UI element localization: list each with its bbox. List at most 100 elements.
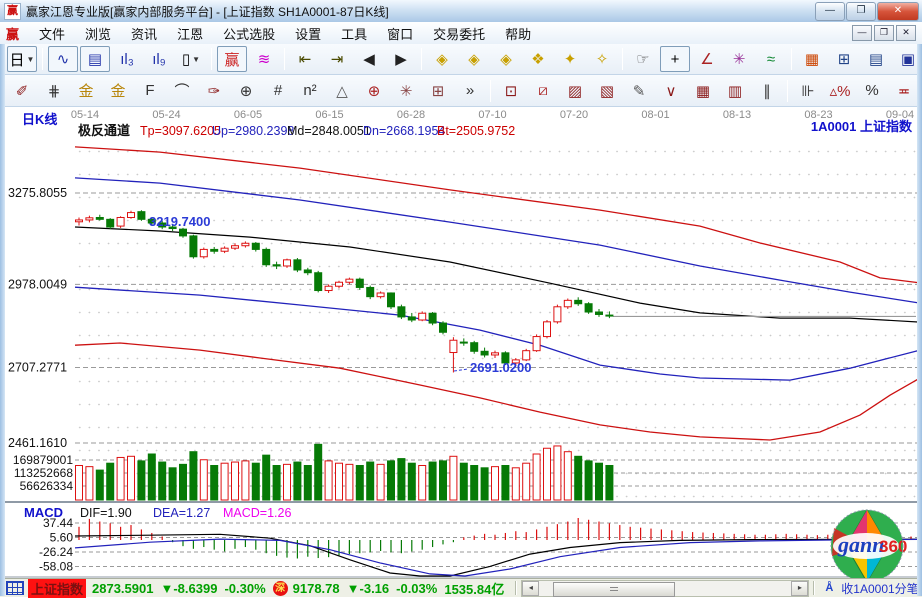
candle-body[interactable] [470, 342, 479, 352]
volume-bar[interactable] [75, 465, 83, 501]
candle-body[interactable] [210, 248, 219, 252]
candle-body[interactable] [355, 278, 364, 288]
volume-bar[interactable] [147, 453, 156, 501]
gann-brand-icon[interactable]: 赢 [217, 46, 247, 72]
volume-bar[interactable] [428, 461, 437, 501]
candle-body[interactable] [272, 264, 281, 267]
candle-body[interactable] [428, 312, 437, 324]
volume-bar[interactable] [418, 465, 427, 501]
volume-bar[interactable] [584, 460, 593, 501]
candle-body[interactable] [574, 299, 583, 305]
scrollbar-thumb[interactable] [553, 581, 676, 597]
candle-body[interactable] [303, 269, 312, 274]
diamond-expand-icon[interactable]: ◈ [491, 46, 521, 72]
diamond-right-icon[interactable]: ◈ [459, 46, 489, 72]
zigzag-v-icon[interactable]: ∨ [656, 78, 686, 104]
volume-bar[interactable] [303, 465, 312, 501]
percent-icon[interactable]: % [857, 78, 887, 104]
menu-item-文件[interactable]: 文件 [39, 26, 66, 42]
candle-body[interactable] [511, 359, 520, 364]
volume-bar[interactable] [106, 462, 115, 501]
candle-body[interactable] [366, 286, 375, 298]
volume-bar[interactable] [210, 465, 219, 501]
close-button[interactable]: ✕ [877, 1, 919, 21]
first-bar-icon[interactable]: ⇤ [290, 46, 320, 72]
minimize-button[interactable]: — [815, 1, 845, 21]
pencil-line-icon[interactable]: ✎ [624, 78, 654, 104]
vertical-lines-icon[interactable]: ⋕ [39, 78, 69, 104]
last-bar-icon[interactable]: ⇥ [322, 46, 352, 72]
volume-bar[interactable] [262, 454, 271, 501]
candle-body[interactable] [387, 292, 395, 308]
brush-tool-icon[interactable]: ✐ [7, 78, 37, 104]
diamond-full-icon[interactable]: ✧ [587, 46, 617, 72]
candle-body[interactable] [189, 235, 198, 258]
hatch-box-icon[interactable]: ▧ [592, 78, 622, 104]
volume-bar[interactable] [397, 458, 406, 501]
candle-body[interactable] [199, 248, 208, 258]
volume-bar[interactable] [366, 461, 375, 501]
menu-item-窗口[interactable]: 窗口 [387, 26, 414, 42]
candle-body[interactable] [407, 316, 416, 321]
menu-item-设置[interactable]: 设置 [295, 26, 322, 42]
candle-body[interactable] [418, 312, 427, 321]
candle-body[interactable] [168, 226, 177, 230]
volume-bar[interactable] [511, 467, 520, 501]
scroll-left-arrow[interactable]: ◂ [522, 580, 540, 596]
volume-pane[interactable] [75, 443, 614, 501]
candle-body[interactable] [262, 248, 271, 266]
candle-body[interactable] [241, 242, 250, 247]
volume-bar[interactable] [543, 447, 551, 501]
menu-item-资讯[interactable]: 资讯 [131, 26, 158, 42]
minute3-chart-icon[interactable]: ıl₃ [112, 46, 142, 72]
grid-lines-icon[interactable]: # [263, 78, 293, 104]
candle-body[interactable] [127, 212, 135, 218]
candle-body[interactable] [75, 219, 83, 223]
price-pane[interactable] [74, 146, 921, 441]
macd-pane[interactable] [74, 518, 921, 577]
diamond-left-icon[interactable]: ◈ [427, 46, 457, 72]
candle-body[interactable] [397, 306, 406, 318]
candle-body[interactable] [553, 306, 562, 323]
menu-item-帮助[interactable]: 帮助 [505, 26, 532, 42]
shenzhen-badge[interactable]: 深 [272, 580, 288, 596]
candle-body[interactable] [345, 278, 354, 283]
wave-brain-icon[interactable]: ≈ [756, 46, 786, 72]
menu-item-公式选股[interactable]: 公式选股 [223, 26, 276, 42]
menu-item-浏览[interactable]: 浏览 [85, 26, 112, 42]
candle-body[interactable] [314, 272, 323, 292]
mdi-restore-button[interactable]: ❐ [874, 25, 894, 41]
minute9-chart-icon[interactable]: ıl₉ [144, 46, 174, 72]
candle-body[interactable] [137, 211, 146, 220]
volume-bar[interactable] [272, 465, 281, 501]
a-ruler-icon[interactable]: △ [327, 78, 357, 104]
volume-bar[interactable] [324, 460, 333, 501]
candle-body[interactable] [179, 228, 187, 237]
dropdown-caret-icon[interactable]: ▼ [26, 54, 35, 64]
gann-circle-icon[interactable]: ⊕ [231, 78, 261, 104]
volume-bar[interactable] [85, 466, 94, 501]
candle-body[interactable] [283, 259, 291, 267]
volume-bar[interactable] [95, 469, 104, 501]
star-wheel-icon[interactable]: ✳ [391, 78, 421, 104]
golden-grid-icon[interactable]: 金 [71, 78, 101, 104]
fan-lines-icon[interactable]: ⧄ [528, 78, 558, 104]
volume-bar[interactable] [251, 462, 260, 501]
candle-body[interactable] [106, 218, 115, 228]
shaded-box-icon[interactable]: ▨ [560, 78, 590, 104]
crosshair-icon[interactable]: + [660, 46, 690, 72]
volume-bar[interactable] [605, 465, 614, 501]
volume-bar[interactable] [439, 460, 447, 501]
diamond-shrink-icon[interactable]: ❖ [523, 46, 553, 72]
candle-body[interactable] [116, 216, 125, 227]
index-badge[interactable]: 上证指数 [28, 578, 87, 598]
volume-bar[interactable] [158, 461, 167, 501]
info-panel-icon[interactable]: ▤ [80, 46, 110, 72]
calculator-icon[interactable]: ⊞ [829, 46, 859, 72]
mdi-minimize-button[interactable]: — [852, 25, 872, 41]
candle-body[interactable] [449, 339, 458, 354]
save-icon[interactable]: ▣ [893, 46, 922, 72]
volume-bar[interactable] [179, 463, 187, 501]
mdi-close-button[interactable]: ✕ [896, 25, 916, 41]
